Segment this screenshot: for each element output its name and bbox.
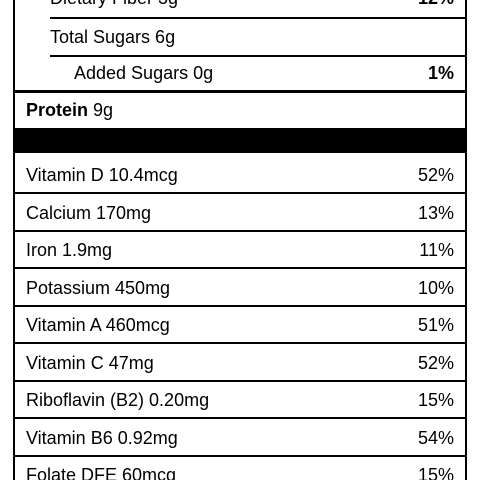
row-divider bbox=[14, 229, 467, 232]
nutrient-label: Iron 1.9mg bbox=[26, 240, 113, 260]
daily-value: 15% bbox=[417, 390, 454, 410]
row-divider bbox=[14, 454, 467, 457]
row-divider bbox=[14, 379, 467, 382]
nutrient-label: Vitamin B6 0.92mg bbox=[26, 427, 178, 448]
row-divider bbox=[14, 304, 467, 307]
nutrient-label: Dietary Fiber 3g bbox=[50, 0, 178, 8]
nutrient-label: Vitamin D 10.4mcg bbox=[26, 165, 178, 185]
right-border bbox=[465, 0, 467, 480]
nutrient-amount: 9g bbox=[93, 100, 114, 120]
daily-value: 52% bbox=[417, 165, 454, 185]
daily-value: 54% bbox=[417, 427, 454, 448]
daily-value: 52% bbox=[417, 352, 454, 373]
daily-value: 12% bbox=[418, 0, 454, 8]
daily-value: 10% bbox=[417, 277, 454, 298]
nutrient-label: Folate DFE 60mcg bbox=[26, 465, 177, 480]
daily-value: 51% bbox=[417, 315, 454, 335]
nutrient-name: Protein bbox=[26, 100, 89, 120]
nutrient-label: Calcium 170mg bbox=[26, 202, 152, 223]
row-divider bbox=[14, 417, 467, 419]
nutrient-label: Total Sugars 6g bbox=[50, 27, 176, 47]
row-divider bbox=[14, 192, 467, 194]
row-divider bbox=[50, 55, 467, 57]
left-border bbox=[13, 0, 15, 480]
nutrient-label: Vitamin A 460mcg bbox=[26, 315, 170, 335]
row-divider bbox=[14, 267, 467, 269]
row-divider bbox=[14, 342, 467, 344]
nutrient-label: Riboflavin (B2) 0.20mg bbox=[26, 390, 210, 410]
nutrient-label: Potassium 450mg bbox=[26, 277, 171, 298]
thick-bar bbox=[14, 128, 467, 153]
nutrient-label: Added Sugars 0g bbox=[74, 63, 214, 83]
daily-value: 15% bbox=[417, 465, 454, 480]
daily-value: 1% bbox=[427, 63, 454, 83]
nutrient-label: Vitamin C 47mg bbox=[26, 352, 154, 373]
row-divider bbox=[50, 17, 467, 19]
protein-row: Protein 9g bbox=[26, 100, 113, 120]
daily-value: 13% bbox=[417, 202, 454, 223]
section-divider bbox=[14, 90, 467, 93]
daily-value: 11% bbox=[419, 240, 454, 260]
